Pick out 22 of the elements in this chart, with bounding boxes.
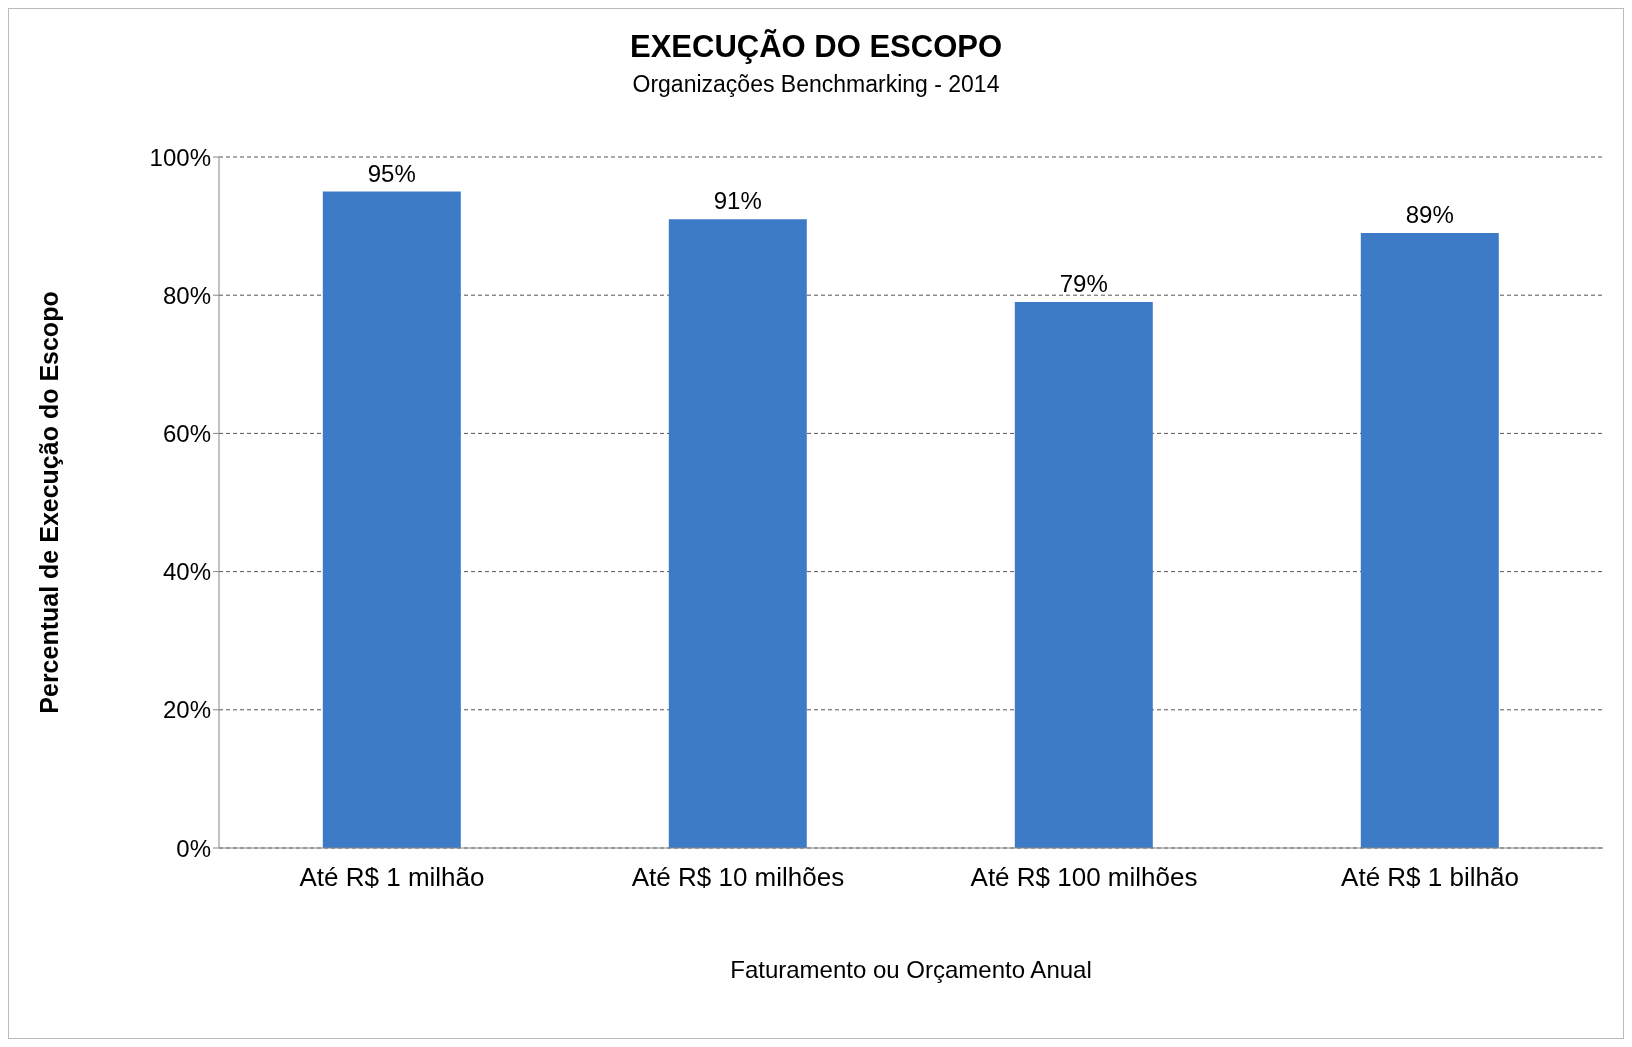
data-label: 79%	[1059, 270, 1108, 298]
y-tick-label: 80%	[162, 281, 211, 309]
bar	[668, 219, 807, 848]
y-axis-title: Percentual de Execução do Escopo	[34, 291, 63, 714]
data-label: 95%	[367, 159, 416, 187]
bar	[322, 191, 461, 848]
chart-title: EXECUÇÃO DO ESCOPO	[628, 29, 1004, 65]
data-label: 91%	[713, 187, 762, 215]
y-tick-label: 20%	[162, 696, 211, 724]
x-tick-label: Até R$ 1 milhão	[299, 862, 485, 893]
data-label: 89%	[1405, 201, 1454, 229]
y-tick-label: 40%	[162, 558, 211, 586]
y-tick-label: 0%	[176, 834, 211, 862]
y-tick-label: 60%	[162, 419, 211, 447]
bar	[1014, 302, 1153, 848]
chart-subtitle: Organizações Benchmarking - 2014	[631, 71, 1001, 98]
x-tick-label: Até R$ 1 bilhão	[1341, 862, 1519, 893]
x-axis-title: Faturamento ou Orçamento Anual	[730, 956, 1092, 983]
x-tick-label: Até R$ 100 milhões	[970, 862, 1198, 893]
bar	[1360, 233, 1499, 848]
y-tick-label: 100%	[149, 143, 211, 171]
x-tick-label: Até R$ 10 milhões	[631, 862, 845, 893]
